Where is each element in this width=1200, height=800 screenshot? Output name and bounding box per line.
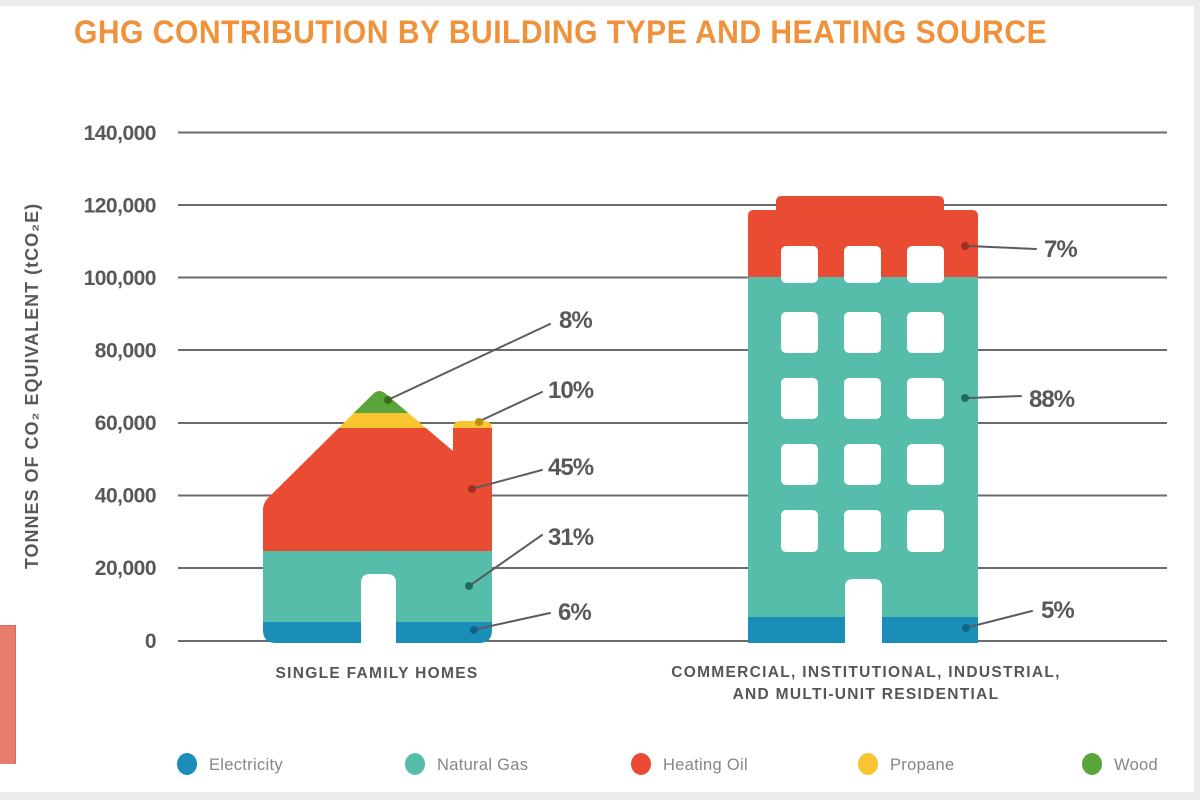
bar-commercial-institutional (748, 196, 978, 643)
label-building-heating-oil: 7% (1044, 236, 1077, 263)
category-label-commercial-line2: AND MULTI-UNIT RESIDENTIAL (733, 686, 1000, 703)
house-segment-heating-oil (263, 428, 492, 551)
label-house-natural-gas: 31% (548, 524, 594, 551)
legend-dot-natural-gas (405, 753, 425, 775)
callout-dot-building-natural-gas (961, 394, 969, 402)
y-tick-20000: 20,000 (95, 557, 156, 580)
callout-dot-propane (475, 418, 483, 426)
callout-dot-building-heating-oil (961, 242, 969, 250)
callout-dot-building-electricity (962, 624, 970, 632)
y-tick-60000: 60,000 (95, 412, 156, 435)
legend-label-electricity: Electricity (209, 756, 283, 774)
y-tick-100000: 100,000 (84, 267, 156, 290)
y-tick-120000: 120,000 (84, 195, 156, 218)
label-house-heating-oil: 45% (548, 454, 594, 481)
x-axis-labels: SINGLE FAMILY HOMES COMMERCIAL, INSTITUT… (276, 664, 1061, 703)
y-axis-title: TONNES OF CO₂ EQUIVALENT (tCO₂E) (22, 203, 42, 569)
y-tick-80000: 80,000 (95, 340, 156, 363)
callout-dot-wood (384, 396, 392, 404)
legend-dot-electricity (177, 753, 197, 775)
callout-dot-natural-gas (465, 582, 473, 590)
building-windows (781, 246, 944, 552)
legend-label-heating-oil: Heating Oil (663, 756, 748, 774)
callout-dot-heating-oil (468, 485, 476, 493)
label-house-propane: 10% (548, 377, 594, 404)
label-building-natural-gas: 88% (1029, 386, 1075, 413)
page-edge-top (0, 0, 1200, 6)
building-door (845, 579, 882, 643)
y-tick-0: 0 (145, 630, 156, 653)
label-house-electricity: 6% (558, 599, 591, 626)
callout-dot-electricity (470, 626, 478, 634)
category-label-commercial-line1: COMMERCIAL, INSTITUTIONAL, INDUSTRIAL, (671, 664, 1061, 681)
legend-label-natural-gas: Natural Gas (437, 756, 528, 774)
callouts-house: 8% 10% 45% 31% 6% (384, 307, 595, 634)
y-axis: 140,000 120,000 100,000 80,000 60,000 40… (22, 122, 157, 653)
legend: Electricity Natural Gas Heating Oil Prop… (177, 753, 1158, 775)
legend-label-propane: Propane (890, 756, 954, 774)
y-tick-140000: 140,000 (84, 122, 156, 145)
category-label-single-family: SINGLE FAMILY HOMES (276, 665, 479, 682)
house-door (361, 574, 396, 643)
page-edge-bottom (0, 792, 1200, 800)
page-accent-bar (0, 625, 16, 764)
chart-title: GHG CONTRIBUTION BY BUILDING TYPE AND HE… (74, 14, 1048, 50)
callouts-building: 7% 88% 5% (961, 236, 1078, 632)
legend-dot-wood (1082, 753, 1102, 775)
label-building-electricity: 5% (1041, 597, 1074, 624)
legend-dot-propane (858, 753, 878, 775)
legend-label-wood: Wood (1114, 756, 1158, 774)
page-edge-right (1194, 0, 1200, 800)
y-tick-40000: 40,000 (95, 485, 156, 508)
bar-single-family-homes (263, 391, 492, 643)
house-segment-wood (263, 391, 492, 413)
label-house-wood: 8% (559, 307, 592, 334)
legend-dot-heating-oil (631, 753, 651, 775)
